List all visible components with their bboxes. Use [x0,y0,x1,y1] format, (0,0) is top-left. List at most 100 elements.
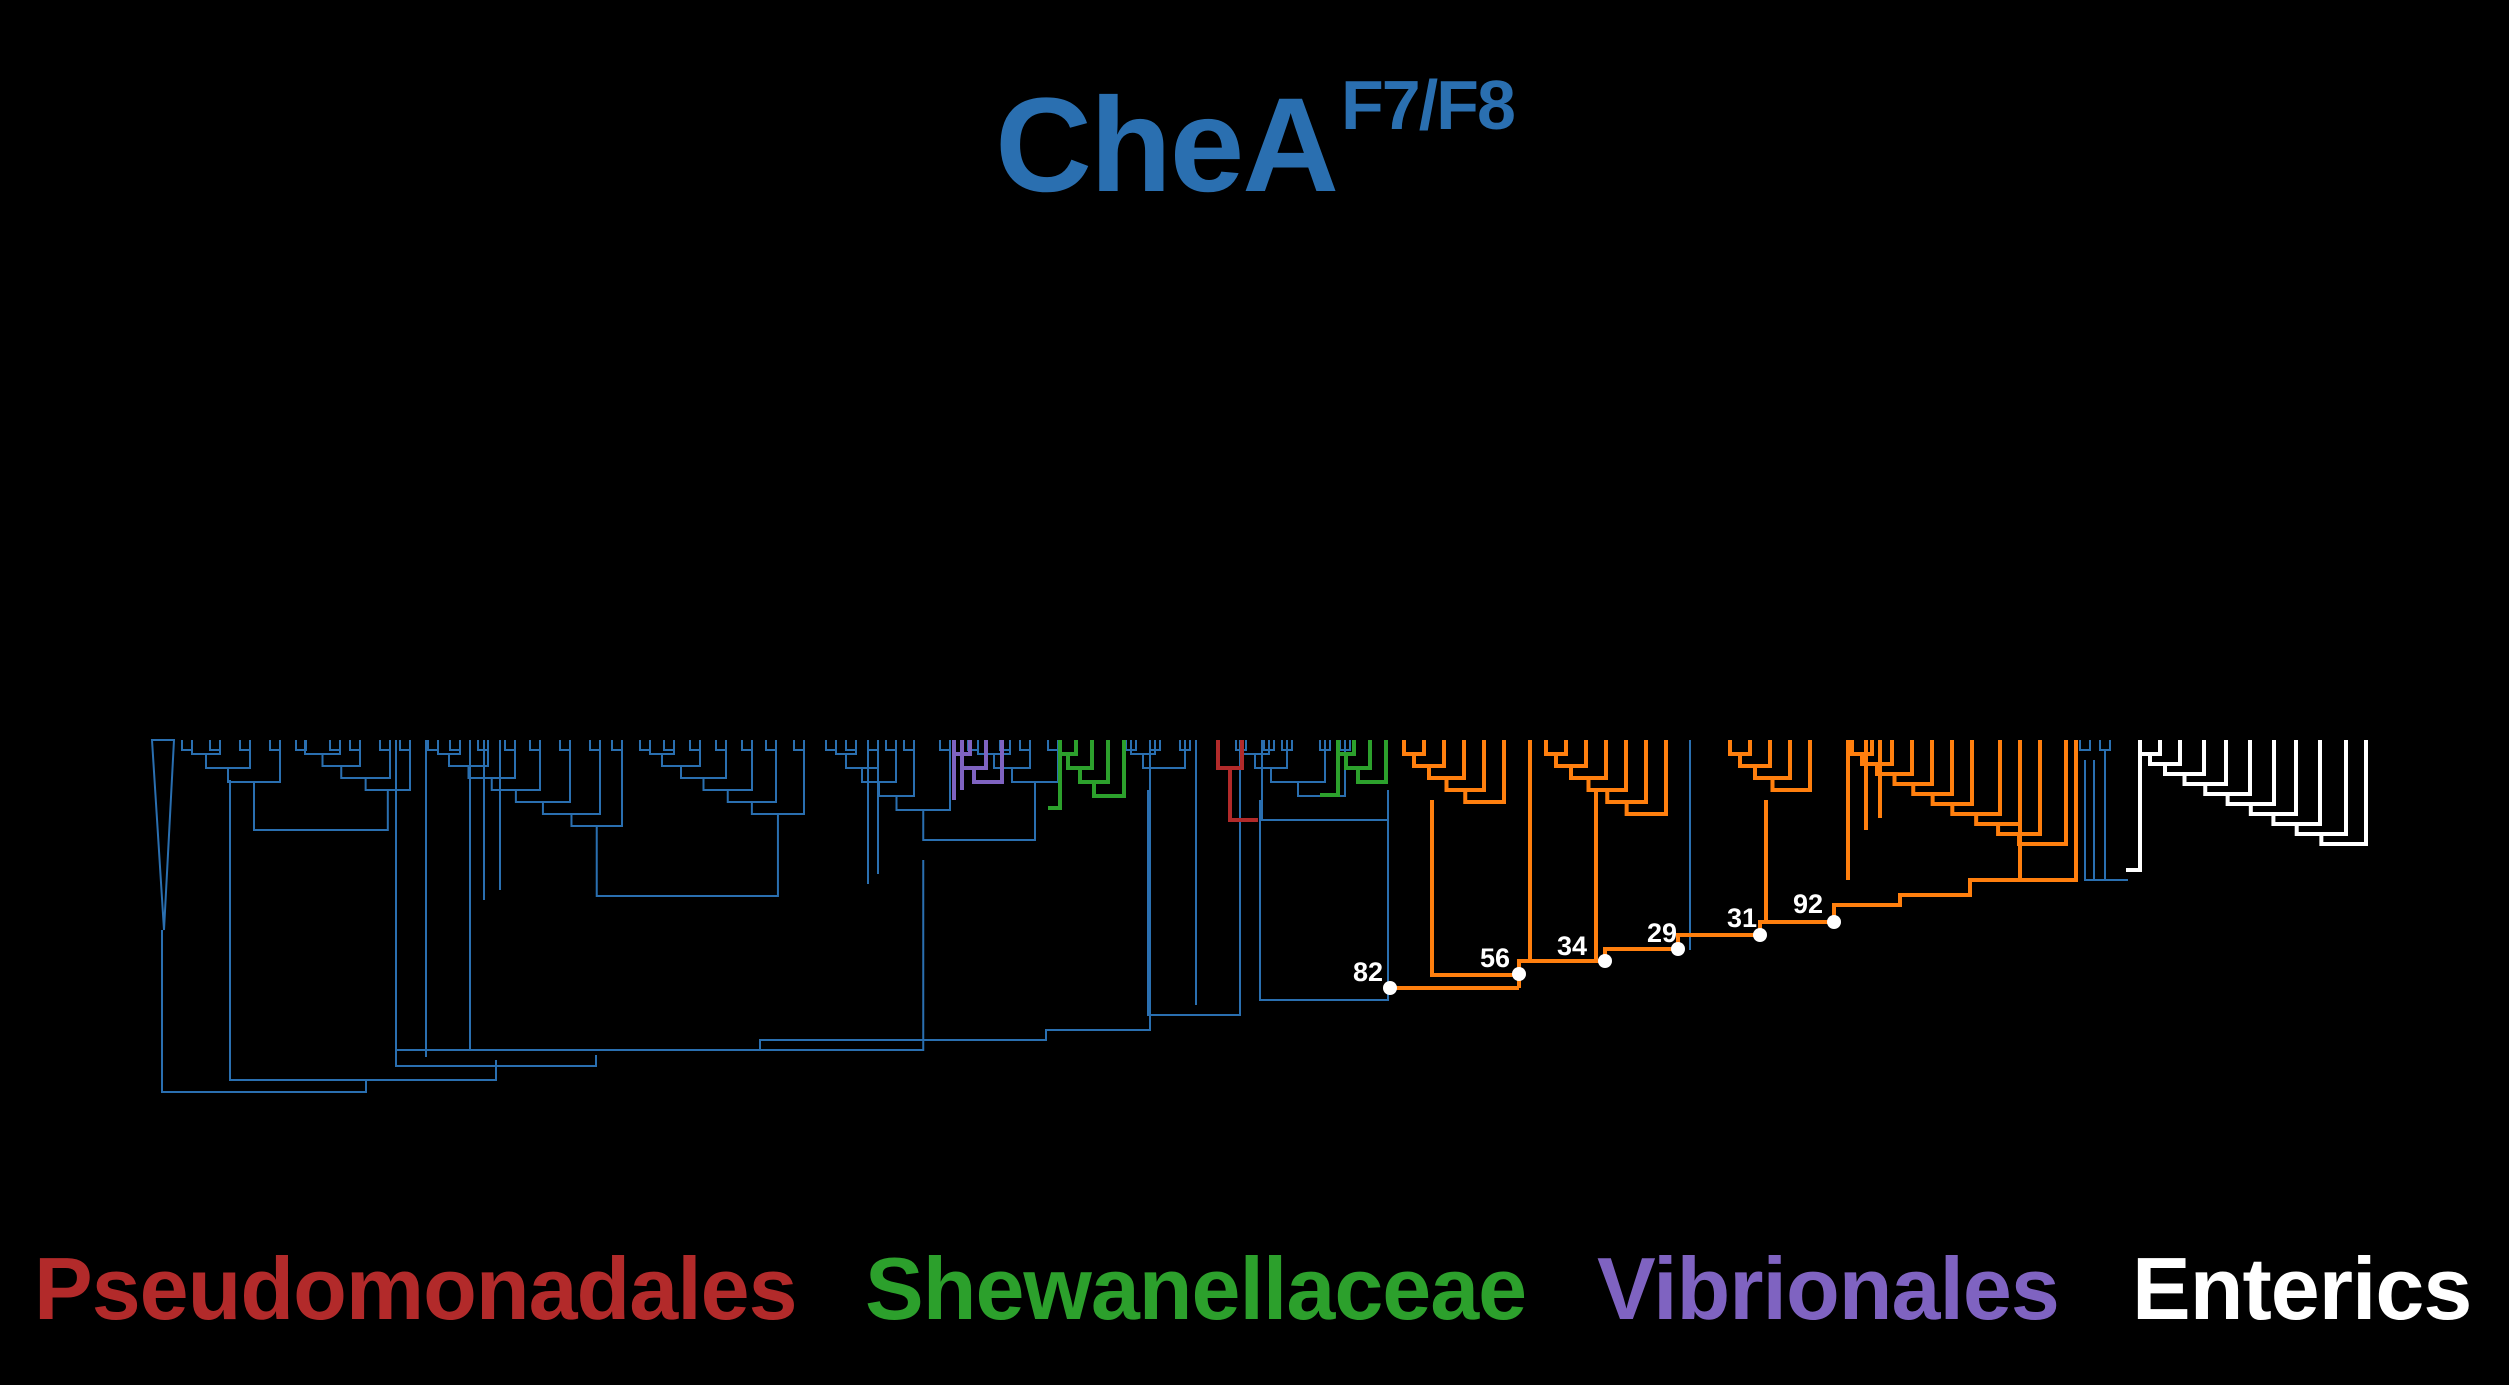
vibrionales-clade-3 [972,740,1004,784]
blue-cherry-7 [379,740,391,751]
support-node-1: 82 [1353,957,1397,995]
blue-cherry-22 [765,740,777,751]
shewanellaceae-clade-1-4 [1092,740,1126,798]
orange-clade-2-1 [1544,740,1568,756]
blue-clade-b-1 [304,740,341,755]
blue-cherry-33 [1047,740,1059,751]
blue-cherry-32 [1019,740,1031,751]
blue-clade-d-3 [680,740,727,779]
blue-cherry-2 [239,740,251,751]
enterics-clade-1 [2138,740,2162,756]
blue-join-g [1147,740,1241,1016]
blue-cherry-6 [349,740,361,751]
support-value-6: 92 [1793,889,1823,919]
blue-clade-a-1 [191,740,221,755]
blue-clade-b-4 [364,740,411,791]
blue-root-1 [161,930,367,1093]
blue-clade-f-1 [977,740,1011,755]
blue-join-cd [595,814,779,897]
blue-cherry-25 [845,740,857,751]
vibrionales-stems [952,740,964,800]
blue-clade-a-3 [227,740,281,783]
title-superscript: F7/F8 [1341,66,1516,144]
blue-cherry-14 [559,740,571,751]
blue-cherry-23 [793,740,805,751]
blue-cherry-10 [449,740,461,751]
blue-join-lower [395,860,925,1051]
blue-join-ab [253,782,389,831]
collapsed-clade-triangle [150,739,176,931]
enterics-stem [2126,740,2142,872]
blue-clade-d-1 [649,740,675,755]
blue-cherry-9 [427,740,439,751]
legend-shewanellaceae: Shewanellaceae [865,1239,1527,1338]
blue-cherry-24 [825,740,837,751]
support-value-3: 34 [1557,931,1587,961]
support-node-3: 34 [1557,931,1612,968]
shewanellaceae-stem-2 [1320,740,1340,797]
blue-clade-g-1 [1130,740,1156,755]
support-nodes: 82 56 34 29 31 92 [1353,889,1841,995]
blue-clade-f-3 [1011,740,1059,783]
clade-legend: Pseudomonadales Shewanellaceae Vibrional… [0,1245,2509,1365]
blue-cherry-18 [663,740,675,751]
figure-title: CheAF7/F8 [0,70,2509,213]
blue-clade-d-4 [702,740,753,791]
blue-root-5 [1689,740,2128,950]
base-tree-branches [150,739,2128,1093]
blue-root-3 [395,740,1151,1067]
orange-bb-7 [1758,920,1834,935]
support-value-2: 56 [1480,943,1510,973]
blue-cherry-3 [269,740,281,751]
orange-clade-3-1 [1728,740,1752,756]
support-node-5: 31 [1727,903,1767,942]
orange-clade-1-5 [1463,740,1506,804]
blue-clade-c-3 [467,740,516,779]
orange-clade-3-3 [1753,740,1792,780]
blue-clade-h-3 [1270,740,1326,783]
legend-pseudomonadales: Pseudomonadales [34,1239,798,1338]
pseudomonadales-stem [1228,768,1258,822]
orange-clade-1-3 [1427,740,1466,780]
enterics-clade-3 [2163,740,2206,776]
blue-join-ef [922,782,1036,841]
blue-cherry-29 [939,740,951,751]
support-node-4: 29 [1647,918,1685,956]
support-value-5: 31 [1727,903,1757,933]
blue-cherry-28 [903,740,915,751]
blue-cherry-12 [504,740,516,751]
pseudomonadales-cherry [1216,740,1244,770]
orange-clade-2-3 [1569,740,1608,780]
blue-root-2 [229,780,497,1081]
blue-cherry-5 [329,740,341,751]
support-node-6: 92 [1793,889,1841,929]
blue-cherry-21 [741,740,753,751]
blue-clade-b-3 [340,740,391,779]
shewanellaceae-stem-1 [1048,740,1062,810]
support-value-1: 82 [1353,957,1383,987]
enterics-clade-10 [2319,740,2368,846]
highlighted-backbone [1390,740,2078,990]
blue-cherry-1 [209,740,221,751]
blue-cherry-8 [399,740,411,751]
blue-cherry-13 [529,740,541,751]
blue-clade-g-2 [1142,740,1186,769]
orange-bb-1 [1430,800,1521,988]
orange-clade-4-1 [1850,740,1874,756]
blue-root-4 [483,740,1389,1015]
orange-bb-9 [1846,740,2022,880]
title-main: CheA [995,71,1339,220]
orange-clade-1-1 [1402,740,1426,756]
orange-bb-5 [1603,947,1678,961]
legend-vibrionales: Vibrionales [1597,1239,2060,1338]
legend-enterics: Enterics [2132,1239,2472,1338]
orange-bb-3 [1517,959,1605,974]
orange-clade-2-6 [1624,740,1668,816]
shewanellaceae-clade-1-1 [1058,740,1078,756]
clade-branches [952,740,2368,872]
blue-cherry-26 [867,740,879,751]
blue-cherry-43 [2099,740,2111,751]
blue-cherry-42 [2079,740,2091,751]
orange-clade-4-3 [1875,740,1914,776]
